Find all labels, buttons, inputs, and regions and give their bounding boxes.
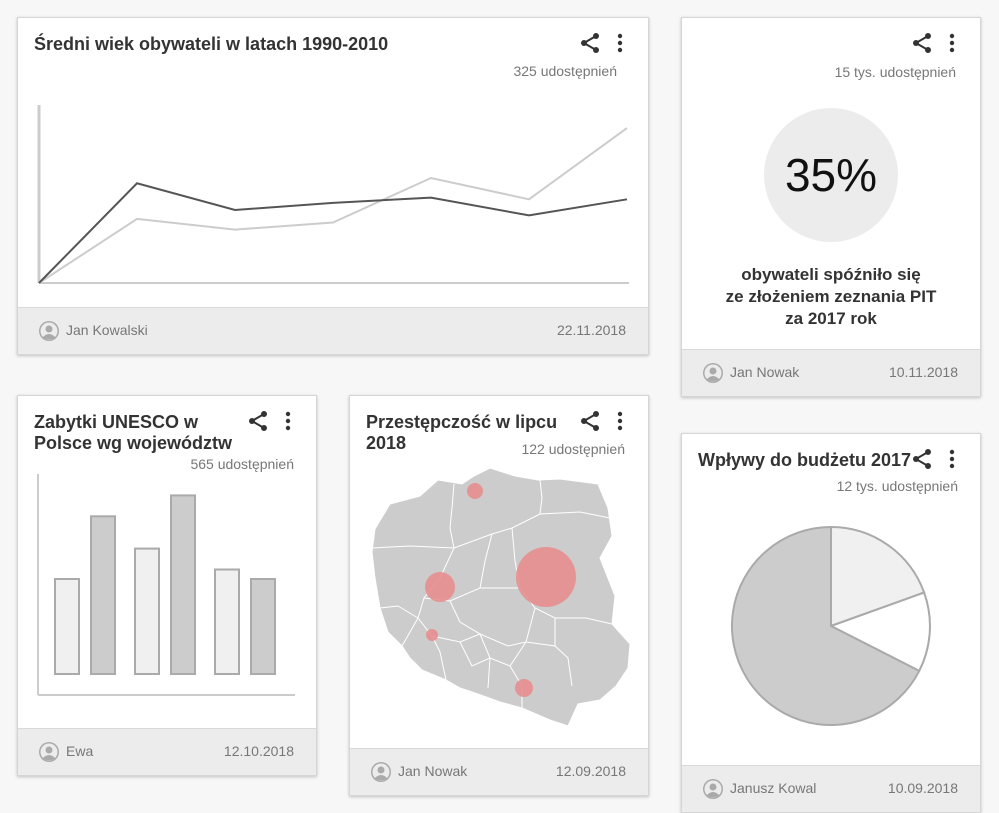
description-line: ze złożeniem zeznania PIT — [725, 287, 937, 306]
poland-map — [371, 467, 631, 727]
user-icon — [39, 321, 59, 341]
user-icon — [703, 363, 723, 383]
share-icon[interactable] — [911, 448, 933, 470]
more-icon[interactable] — [615, 33, 625, 53]
author-name: Janusz Kowal — [730, 780, 817, 796]
card-title: Wpływy do budżetu 2017 — [698, 450, 912, 470]
bar — [54, 578, 80, 675]
bar-chart — [37, 474, 295, 696]
card-crime: Przestępczość w lipcu 2018 122 udostępni… — [349, 395, 649, 796]
card-actions — [247, 410, 293, 432]
share-icon[interactable] — [247, 410, 269, 432]
share-count: 12 tys. udostępnień — [836, 478, 958, 494]
title-line: 2018 — [366, 433, 407, 453]
card-footer: Jan Nowak 12.09.2018 — [350, 748, 648, 795]
title-line: Zabytki UNESCO w — [34, 412, 199, 432]
share-icon[interactable] — [911, 32, 933, 54]
card-footer: Janusz Kowal 10.09.2018 — [682, 765, 980, 812]
more-icon[interactable] — [615, 411, 625, 431]
publish-date: 10.09.2018 — [887, 780, 958, 796]
description-line: za 2017 rok — [785, 309, 877, 328]
percent-value: 35% — [764, 108, 898, 242]
share-icon[interactable] — [579, 410, 601, 432]
card-footer: Jan Nowak 10.11.2018 — [682, 349, 980, 396]
percent-description: obywateli spóźniło się ze złożeniem zezn… — [682, 264, 980, 330]
author-name: Jan Nowak — [398, 763, 468, 779]
publish-date: 12.10.2018 — [223, 743, 294, 759]
bar — [170, 494, 196, 676]
series-line — [38, 127, 628, 284]
more-icon[interactable] — [283, 411, 293, 431]
author-name: Jan Kowalski — [66, 322, 148, 338]
pie-chart — [730, 525, 931, 726]
crime-bubble — [515, 679, 533, 697]
card-title: Zabytki UNESCO w Polsce wg województw — [34, 412, 232, 454]
share-count: 122 udostępnień — [521, 441, 625, 457]
share-count: 15 tys. udostępnień — [834, 64, 956, 80]
publish-date: 12.09.2018 — [555, 763, 626, 779]
voivodeship-borders — [371, 479, 613, 708]
card-actions — [911, 32, 957, 54]
author-name: Ewa — [66, 743, 94, 759]
card-title: Przestępczość w lipcu 2018 — [366, 412, 557, 454]
bar — [90, 515, 116, 675]
share-count: 325 udostępnień — [513, 63, 617, 79]
card-unesco: Zabytki UNESCO w Polsce wg województw 56… — [17, 395, 317, 776]
user-icon — [371, 762, 391, 782]
more-icon[interactable] — [947, 449, 957, 469]
pie-slice — [730, 525, 921, 726]
bar — [134, 547, 160, 676]
map-land — [371, 467, 631, 727]
card-budget: Wpływy do budżetu 2017 12 tys. udostępni… — [681, 433, 981, 813]
user-icon — [39, 742, 59, 762]
crime-bubble — [516, 547, 576, 607]
publish-date: 22.11.2018 — [556, 322, 626, 338]
pie-slice — [828, 591, 931, 673]
publish-date: 10.11.2018 — [888, 364, 958, 380]
title-line: Polsce wg województw — [34, 433, 233, 453]
card-avg-age: Średni wiek obywateli w latach 1990-2010… — [17, 17, 649, 355]
series-line — [38, 182, 628, 284]
crime-bubble — [426, 629, 438, 641]
card-actions — [911, 448, 957, 470]
pie-slice — [830, 525, 926, 628]
line-chart — [37, 105, 629, 284]
share-count: 565 udostępnień — [190, 456, 294, 472]
share-icon[interactable] — [579, 32, 601, 54]
card-footer: Ewa 12.10.2018 — [18, 728, 316, 775]
crime-bubble — [425, 572, 455, 602]
card-actions — [579, 410, 625, 432]
card-footer: Jan Kowalski 22.11.2018 — [18, 307, 648, 354]
card-title: Średni wiek obywateli w latach 1990-2010 — [34, 34, 389, 54]
description-line: obywateli spóźniło się — [741, 265, 921, 284]
bar — [250, 578, 276, 675]
user-icon — [703, 779, 723, 799]
title-line: Przestępczość w lipcu — [366, 412, 558, 432]
bar — [214, 568, 240, 675]
card-actions — [579, 32, 625, 54]
crime-bubble — [467, 483, 483, 499]
more-icon[interactable] — [947, 33, 957, 53]
author-name: Jan Nowak — [730, 364, 800, 380]
card-pit: 15 tys. udostępnień 35% obywateli spóźni… — [681, 17, 981, 397]
